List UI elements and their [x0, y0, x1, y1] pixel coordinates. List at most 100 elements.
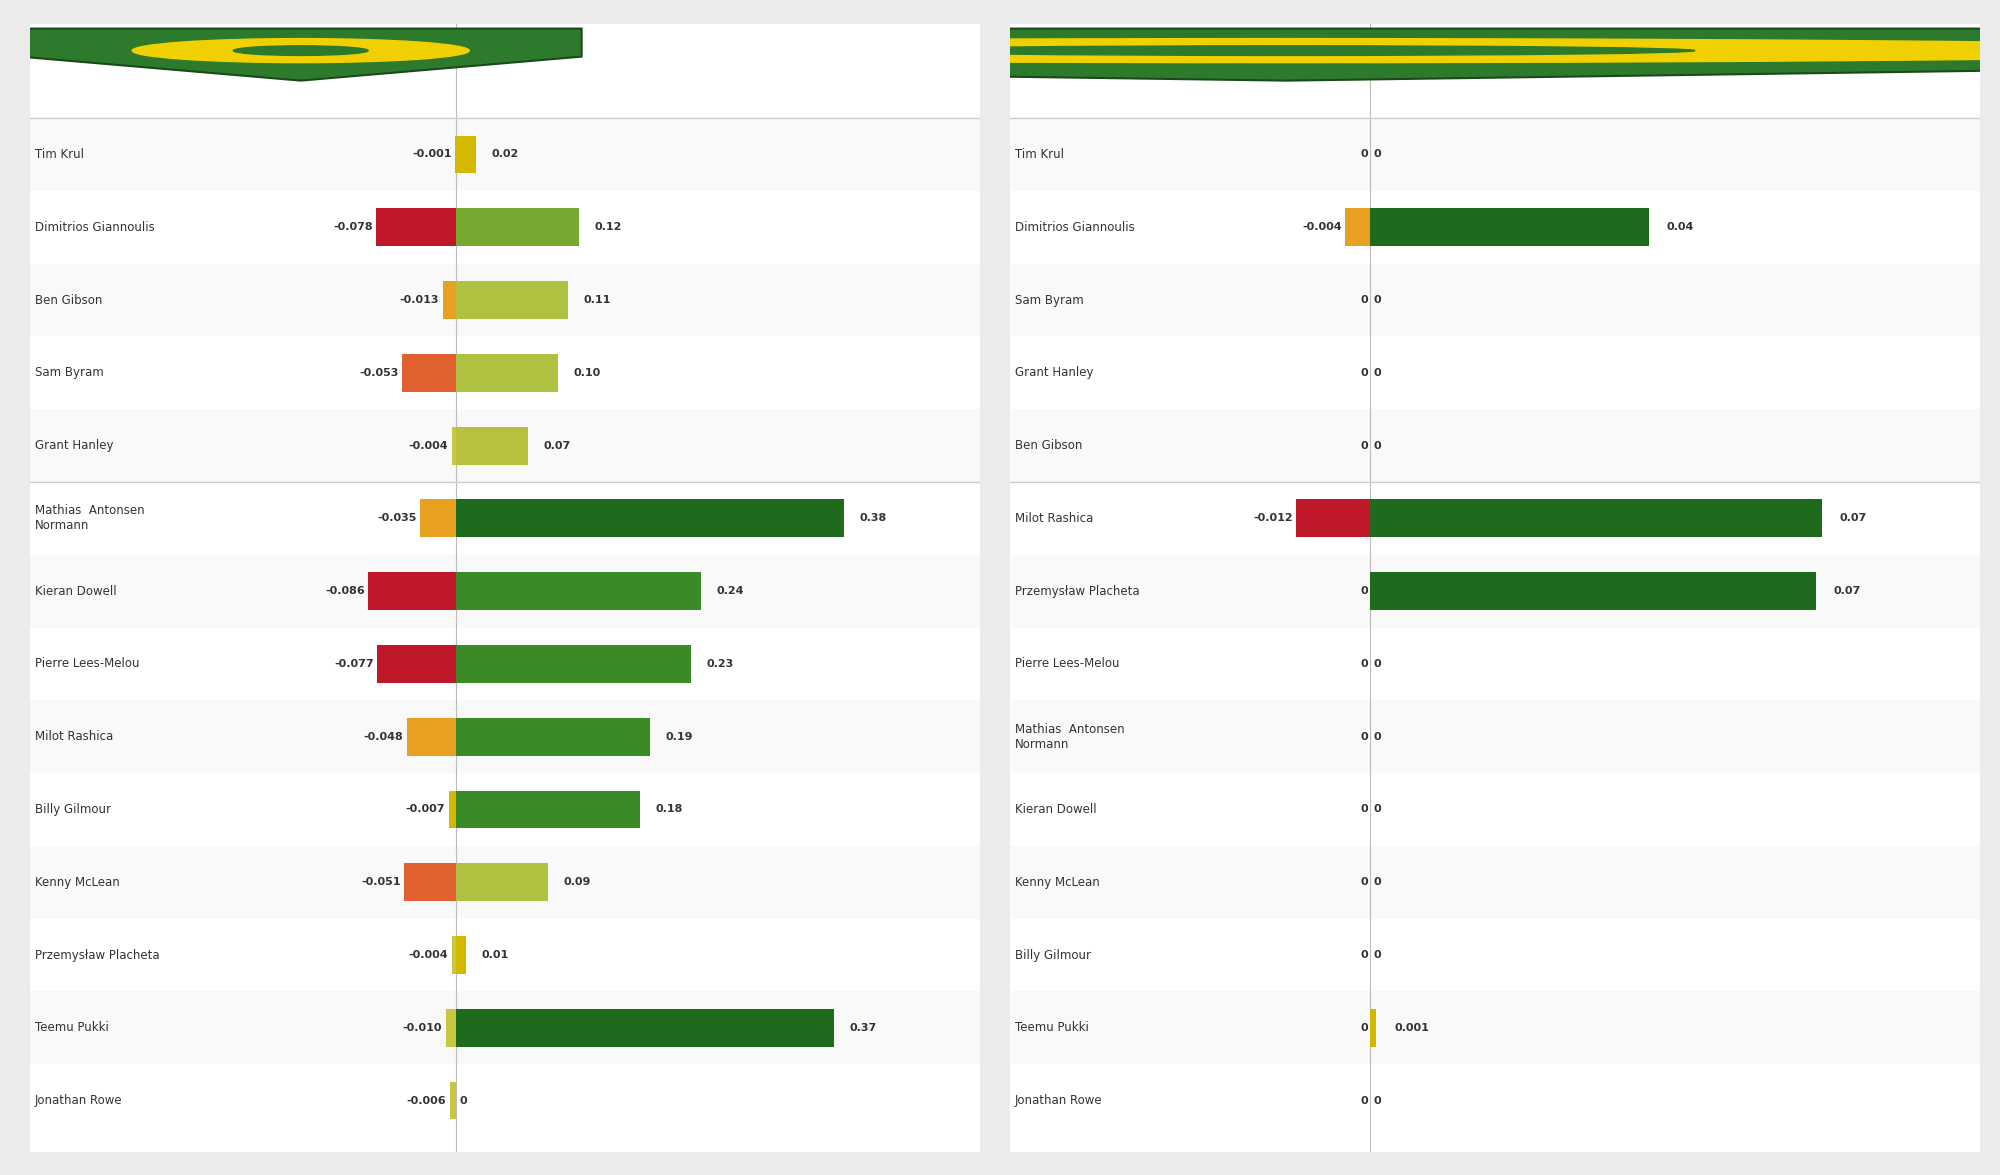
Polygon shape	[0, 28, 2000, 81]
Text: Mathias  Antonsen
Normann: Mathias Antonsen Normann	[34, 504, 144, 532]
Polygon shape	[20, 28, 582, 81]
Text: Jonathan Rowe: Jonathan Rowe	[1014, 1094, 1102, 1107]
Text: 0.10: 0.10	[574, 368, 600, 378]
Bar	[442, 281, 456, 318]
Circle shape	[878, 46, 1694, 55]
Text: Kenny McLean: Kenny McLean	[34, 875, 120, 888]
Text: Grant Hanley: Grant Hanley	[34, 439, 114, 452]
Text: Tim Krul: Tim Krul	[34, 148, 84, 161]
Text: 0: 0	[1360, 732, 1368, 741]
Text: Jonathan Rowe: Jonathan Rowe	[34, 1094, 122, 1107]
Text: 0: 0	[1360, 295, 1368, 306]
Text: 0: 0	[1360, 586, 1368, 596]
Text: Grant Hanley: Grant Hanley	[1014, 367, 1094, 380]
FancyBboxPatch shape	[1010, 336, 1980, 409]
Text: 0: 0	[1374, 805, 1380, 814]
Text: Przemysław Placheta: Przemysław Placheta	[1014, 585, 1140, 598]
FancyBboxPatch shape	[30, 700, 980, 773]
Bar	[456, 718, 650, 756]
FancyBboxPatch shape	[30, 263, 980, 336]
Text: 0: 0	[1360, 441, 1368, 450]
Text: 0: 0	[1360, 878, 1368, 887]
Text: Kieran Dowell: Kieran Dowell	[34, 585, 116, 598]
Bar	[1346, 208, 1370, 247]
Bar	[456, 572, 702, 610]
Circle shape	[132, 39, 470, 62]
Text: -0.010: -0.010	[402, 1022, 442, 1033]
Text: -0.013: -0.013	[400, 295, 440, 306]
Text: Milot Rashica: Milot Rashica	[34, 730, 114, 743]
Bar	[420, 499, 456, 537]
Text: 0.37: 0.37	[850, 1022, 876, 1033]
FancyBboxPatch shape	[1010, 190, 1980, 263]
Bar	[1370, 1009, 1376, 1047]
Text: 0: 0	[1360, 1095, 1368, 1106]
FancyBboxPatch shape	[1010, 555, 1980, 627]
Text: 0.07: 0.07	[1834, 586, 1862, 596]
Text: Billy Gilmour: Billy Gilmour	[1014, 948, 1090, 961]
FancyBboxPatch shape	[30, 846, 980, 919]
Text: -0.035: -0.035	[378, 513, 416, 523]
Bar	[402, 354, 456, 391]
Text: Teemu Pukki: Teemu Pukki	[1014, 1021, 1088, 1034]
Text: -0.006: -0.006	[406, 1095, 446, 1106]
Text: -0.051: -0.051	[360, 878, 400, 887]
Text: 0.04: 0.04	[1666, 222, 1694, 233]
Bar	[450, 1082, 456, 1120]
Text: Teemu Pukki: Teemu Pukki	[34, 1021, 108, 1034]
Text: Tim Krul: Tim Krul	[1014, 148, 1064, 161]
FancyBboxPatch shape	[30, 119, 980, 190]
Text: 0.07: 0.07	[544, 441, 570, 450]
Bar	[456, 427, 528, 464]
Text: -0.004: -0.004	[1302, 222, 1342, 233]
Text: 0: 0	[1374, 951, 1380, 960]
Text: Dimitrios Giannoulis: Dimitrios Giannoulis	[1014, 221, 1134, 234]
Text: Dimitrios Giannoulis: Dimitrios Giannoulis	[34, 221, 154, 234]
Text: 0: 0	[1360, 368, 1368, 378]
FancyBboxPatch shape	[1010, 409, 1980, 482]
Text: 0: 0	[460, 1095, 468, 1106]
Bar	[456, 645, 690, 683]
Bar	[1370, 572, 1816, 610]
Bar	[452, 427, 456, 464]
Text: Sam Byram: Sam Byram	[34, 367, 104, 380]
Text: 0: 0	[1374, 659, 1380, 669]
FancyBboxPatch shape	[30, 336, 980, 409]
FancyBboxPatch shape	[1010, 846, 1980, 919]
Bar	[1370, 499, 1822, 537]
FancyBboxPatch shape	[30, 555, 980, 627]
Text: 0.12: 0.12	[594, 222, 622, 233]
Bar	[456, 791, 640, 828]
Text: Ben Gibson: Ben Gibson	[1014, 439, 1082, 452]
Text: Pierre Lees-Melou: Pierre Lees-Melou	[34, 658, 140, 671]
FancyBboxPatch shape	[1010, 773, 1980, 846]
Bar	[446, 1009, 456, 1047]
Text: -0.048: -0.048	[364, 732, 404, 741]
FancyBboxPatch shape	[1010, 992, 1980, 1065]
Text: -0.004: -0.004	[408, 441, 448, 450]
Bar	[456, 354, 558, 391]
FancyBboxPatch shape	[30, 992, 980, 1065]
Text: 0: 0	[1374, 878, 1380, 887]
Text: Przemysław Placheta: Przemysław Placheta	[34, 948, 160, 961]
Text: 0: 0	[1360, 951, 1368, 960]
FancyBboxPatch shape	[30, 409, 980, 482]
Text: 0: 0	[1360, 805, 1368, 814]
Text: 0: 0	[1374, 441, 1380, 450]
Text: -0.077: -0.077	[334, 659, 374, 669]
Bar	[456, 864, 548, 901]
Bar	[376, 208, 456, 247]
Text: Pierre Lees-Melou: Pierre Lees-Melou	[1014, 658, 1120, 671]
FancyBboxPatch shape	[1010, 627, 1980, 700]
Bar	[378, 645, 456, 683]
Text: xT from Passes: xT from Passes	[34, 43, 188, 61]
Bar	[368, 572, 456, 610]
FancyBboxPatch shape	[30, 773, 980, 846]
Text: 0.24: 0.24	[716, 586, 744, 596]
Text: 0.19: 0.19	[666, 732, 694, 741]
Text: Billy Gilmour: Billy Gilmour	[34, 803, 110, 815]
Text: 0: 0	[1374, 149, 1380, 160]
Bar	[456, 208, 578, 247]
Bar	[448, 791, 456, 828]
Text: 0.09: 0.09	[564, 878, 590, 887]
